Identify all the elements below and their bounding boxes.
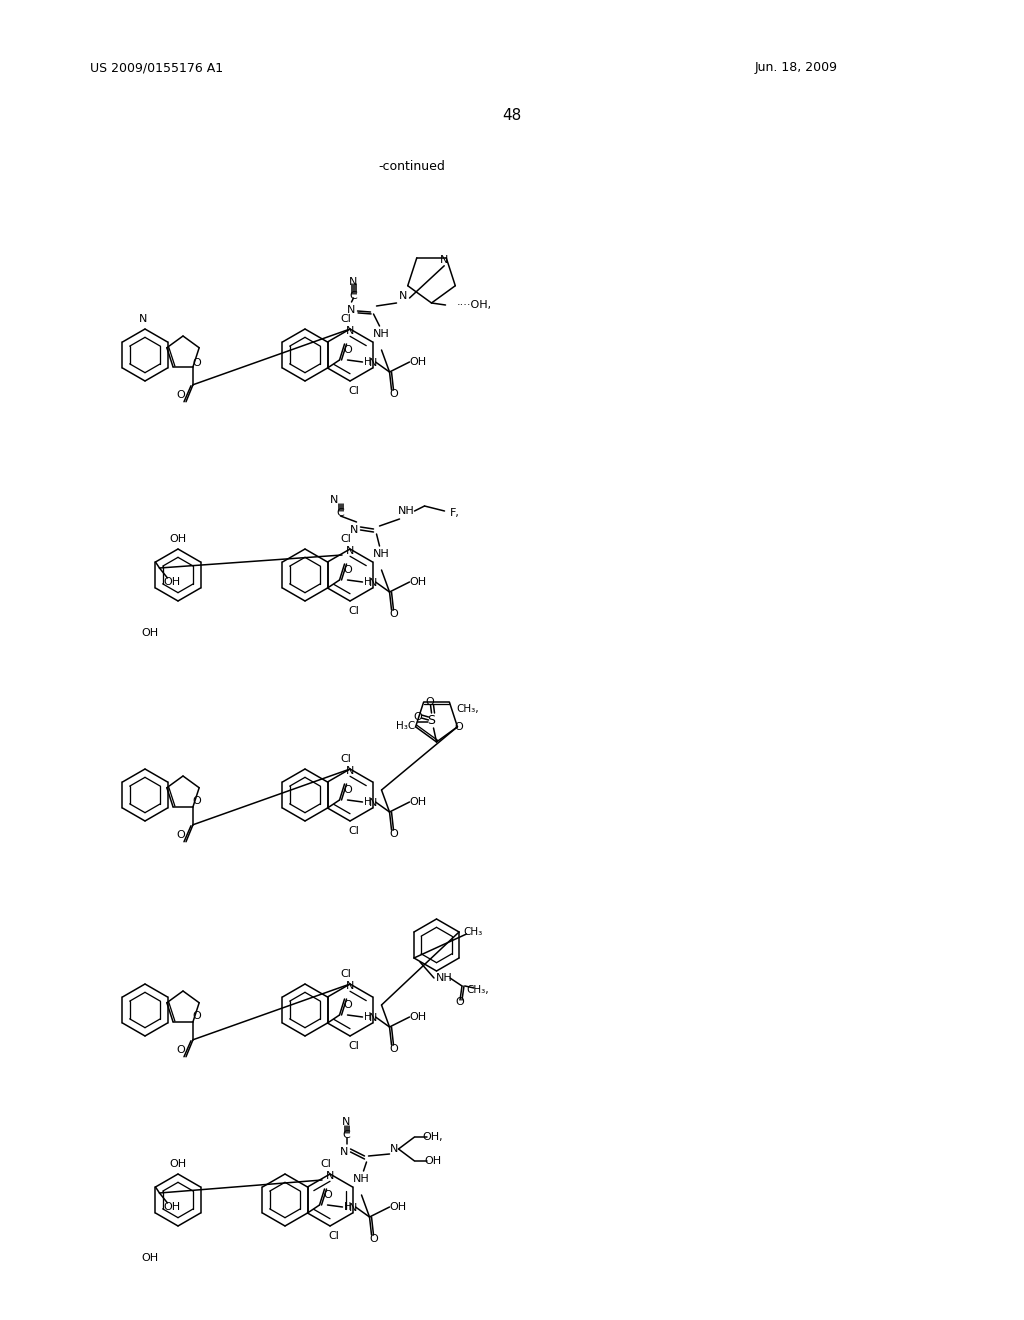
Text: N: N: [139, 314, 147, 323]
Text: OH: OH: [141, 628, 159, 638]
Text: OH: OH: [409, 797, 426, 807]
Text: ····OH,: ····OH,: [457, 300, 492, 310]
Text: N: N: [347, 305, 355, 315]
Text: OH: OH: [169, 1159, 186, 1170]
Text: Cl: Cl: [341, 969, 351, 979]
Text: H₃C: H₃C: [396, 721, 415, 731]
Text: NH: NH: [373, 549, 390, 558]
Text: N: N: [346, 766, 354, 776]
Text: OH: OH: [141, 1253, 159, 1263]
Text: OH: OH: [424, 1156, 441, 1166]
Text: N: N: [370, 358, 378, 368]
Text: N: N: [346, 546, 354, 556]
Text: O: O: [389, 1044, 398, 1053]
Text: OH: OH: [169, 535, 186, 544]
Text: N: N: [350, 525, 358, 535]
Text: N: N: [349, 1203, 357, 1213]
Text: N: N: [331, 495, 339, 506]
Text: CH₃: CH₃: [463, 927, 482, 937]
Text: NH: NH: [398, 506, 415, 516]
Text: Cl: Cl: [341, 754, 351, 764]
Text: H: H: [364, 797, 372, 807]
Text: US 2009/0155176 A1: US 2009/0155176 A1: [90, 62, 223, 74]
Text: OH: OH: [389, 1203, 407, 1212]
Text: O: O: [369, 1234, 378, 1243]
Text: -continued: -continued: [378, 161, 444, 173]
Text: Jun. 18, 2009: Jun. 18, 2009: [755, 62, 838, 74]
Text: OH: OH: [409, 1012, 426, 1022]
Text: H: H: [364, 1012, 372, 1022]
Text: O: O: [193, 796, 202, 807]
Text: Cl: Cl: [341, 535, 351, 544]
Text: OH: OH: [409, 356, 426, 367]
Text: OH,: OH,: [422, 1133, 442, 1142]
Text: O: O: [343, 1001, 352, 1010]
Text: N: N: [346, 326, 354, 337]
Text: O: O: [456, 997, 464, 1007]
Text: N: N: [326, 1171, 334, 1181]
Text: Cl: Cl: [348, 1041, 359, 1051]
Text: O: O: [425, 697, 434, 708]
Text: Cl: Cl: [341, 314, 351, 323]
Text: NH: NH: [435, 973, 453, 983]
Text: N: N: [399, 290, 408, 301]
Text: N: N: [440, 255, 449, 265]
Text: O: O: [343, 785, 352, 795]
Text: O: O: [176, 389, 185, 400]
Text: Cl: Cl: [348, 606, 359, 616]
Text: O: O: [389, 609, 398, 619]
Text: O: O: [193, 1011, 202, 1020]
Text: O: O: [324, 1191, 332, 1200]
Text: O: O: [389, 389, 398, 399]
Text: Cl: Cl: [348, 385, 359, 396]
Text: O: O: [454, 722, 463, 731]
Text: O: O: [176, 1044, 185, 1055]
Text: H: H: [364, 577, 372, 587]
Text: O: O: [389, 829, 398, 840]
Text: H: H: [364, 356, 372, 367]
Text: C: C: [343, 1130, 350, 1140]
Text: CH₃,: CH₃,: [467, 985, 489, 995]
Text: 48: 48: [503, 107, 521, 123]
Text: OH: OH: [163, 577, 180, 587]
Text: NH: NH: [353, 1173, 370, 1184]
Text: Cl: Cl: [329, 1232, 340, 1241]
Text: N: N: [370, 799, 378, 808]
Text: C: C: [349, 290, 357, 301]
Text: O: O: [343, 345, 352, 355]
Text: Cl: Cl: [321, 1159, 332, 1170]
Text: O: O: [193, 358, 202, 368]
Text: OH: OH: [163, 1203, 180, 1212]
Text: N: N: [370, 1012, 378, 1023]
Text: O: O: [343, 565, 352, 576]
Text: O: O: [176, 830, 185, 840]
Text: CH₃,: CH₃,: [456, 704, 478, 714]
Text: O: O: [413, 711, 422, 722]
Text: C: C: [337, 508, 344, 517]
Text: N: N: [346, 981, 354, 991]
Text: N: N: [390, 1144, 398, 1154]
Text: NH: NH: [373, 329, 390, 339]
Text: N: N: [342, 1117, 350, 1127]
Text: N: N: [370, 578, 378, 587]
Text: Cl: Cl: [348, 826, 359, 836]
Text: N: N: [340, 1147, 349, 1158]
Text: F,: F,: [450, 508, 460, 517]
Text: N: N: [349, 277, 357, 286]
Text: S: S: [427, 714, 435, 726]
Text: OH: OH: [409, 577, 426, 587]
Text: H: H: [344, 1203, 351, 1212]
